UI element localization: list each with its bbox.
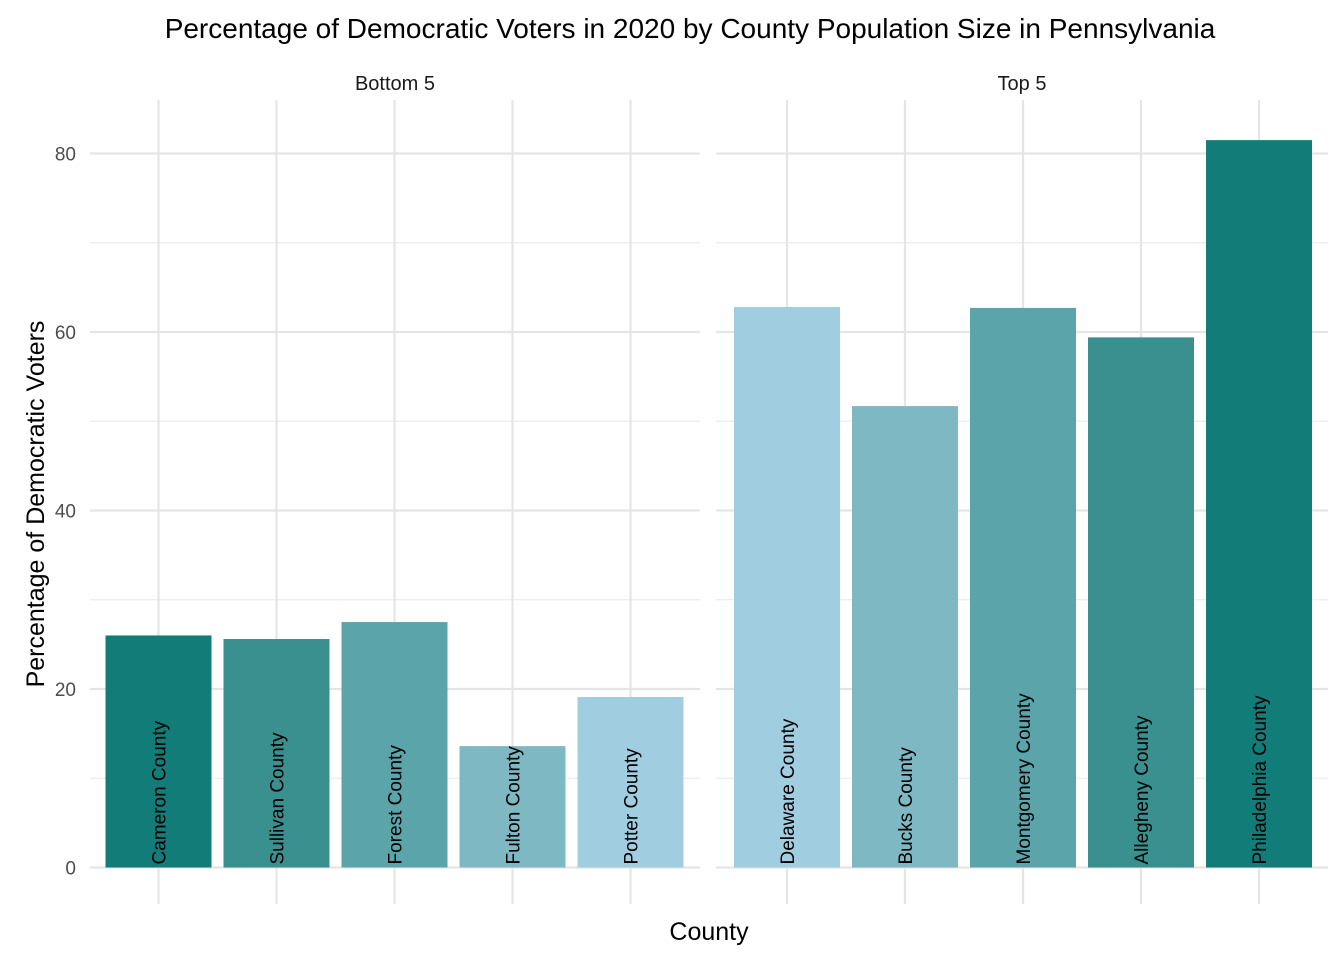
bar <box>970 307 1076 868</box>
facet-strip-label: Top 5 <box>998 73 1047 95</box>
bar-label: Potter County <box>622 748 643 865</box>
bar-label: Sullivan County <box>268 732 289 865</box>
bar <box>223 639 330 868</box>
chart-title: Percentage of Democratic Voters in 2020 … <box>165 13 1216 44</box>
facet-strips: Bottom 5 Top 5 <box>355 73 1046 95</box>
bars-layer: Cameron County Sullivan County Forest Coun… <box>105 140 1312 868</box>
bar <box>1206 140 1312 868</box>
bar <box>577 697 684 868</box>
y-tick-label: 60 <box>55 323 76 344</box>
y-tick-label: 0 <box>65 859 76 880</box>
y-tick-label: 80 <box>55 145 76 166</box>
bar <box>734 307 840 868</box>
bar <box>341 622 448 868</box>
bar <box>459 746 566 868</box>
bar <box>1088 337 1194 868</box>
y-tick-label: 20 <box>55 680 76 701</box>
bar-label: Forest County <box>386 745 407 865</box>
bar <box>105 635 212 868</box>
x-axis-title: County <box>669 918 749 946</box>
bar-label: Bucks County <box>896 747 917 865</box>
bar <box>852 406 958 868</box>
bar-label: Cameron County <box>150 720 171 864</box>
y-tick-labels: 0 20 40 60 80 <box>55 145 76 880</box>
bar-label: Delaware County <box>778 718 799 864</box>
facet-strip-label: Bottom 5 <box>355 73 435 95</box>
bar-label: Allegheny County <box>1132 715 1153 864</box>
y-tick-label: 40 <box>55 502 76 523</box>
bar-label: Fulton County <box>504 746 525 865</box>
bar-label: Montgomery County <box>1014 693 1035 865</box>
bar-label: Philadelphia County <box>1250 695 1271 865</box>
y-axis-title: Percentage of Democratic Voters <box>22 321 50 688</box>
